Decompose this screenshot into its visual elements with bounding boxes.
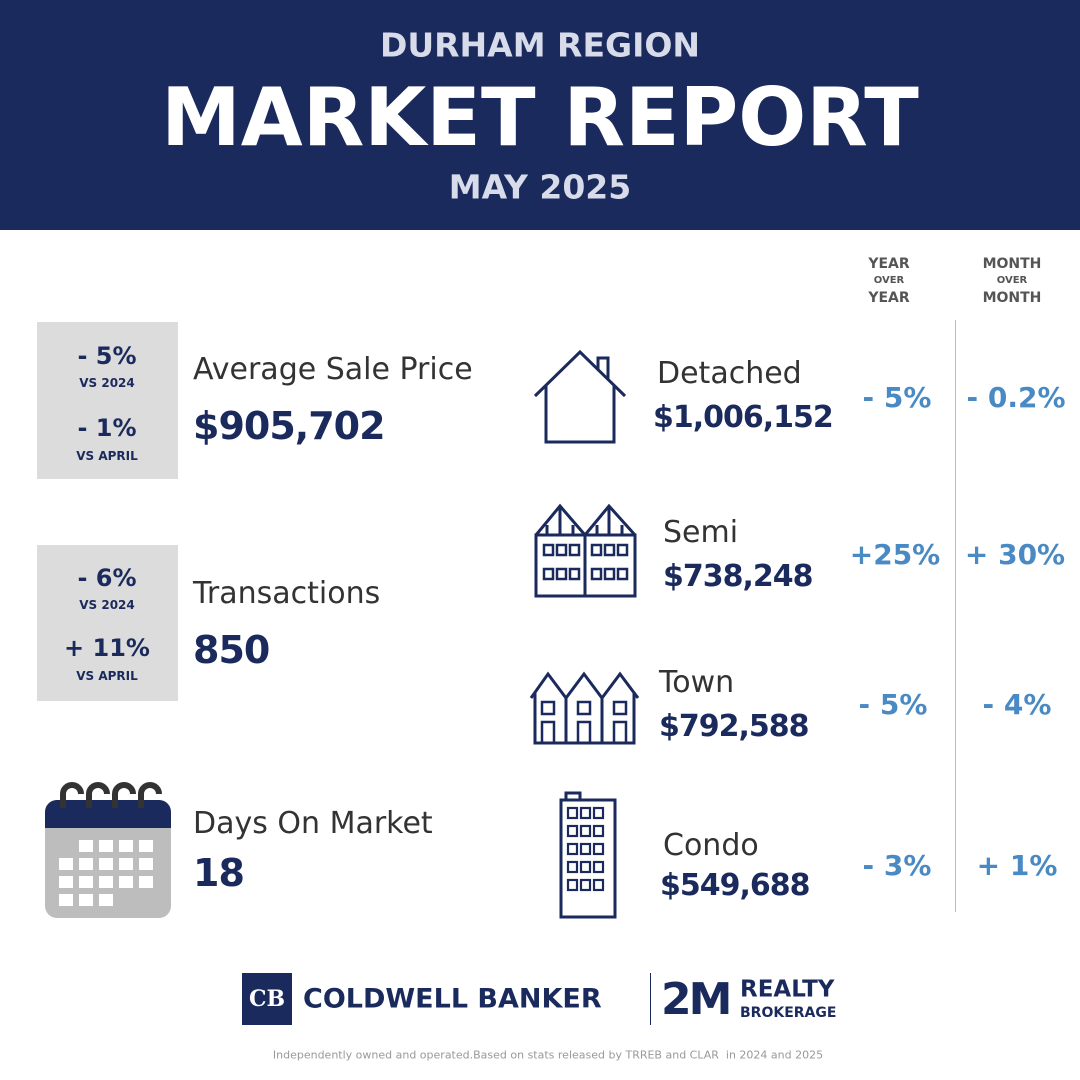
mom-change: + 30% <box>964 538 1066 571</box>
stat-label: Average Sale Price <box>193 352 473 387</box>
property-price: $738,248 <box>663 559 814 594</box>
col-header: YEAR <box>868 256 910 272</box>
yoy-change: - 3% <box>862 849 932 882</box>
change-ref: VS 2024 <box>79 376 135 390</box>
col-header: MONTH <box>982 290 1042 306</box>
logo-box <box>242 973 292 1025</box>
stat-value: $905,702 <box>193 404 386 448</box>
footer: Independently owned and operated.Based o… <box>272 1048 824 1062</box>
house-icon <box>533 349 627 444</box>
change-ref: VS 2024 <box>79 598 135 612</box>
town-icon <box>529 671 640 745</box>
calendar-icon <box>45 782 171 918</box>
change-ref: VS APRIL <box>76 669 138 683</box>
col-header: OVER <box>996 275 1028 286</box>
change-box <box>37 322 178 479</box>
change: - 1% <box>77 414 137 442</box>
stat-value: 18 <box>193 851 245 895</box>
partner: 2M <box>661 974 732 1025</box>
region: DURHAM REGION <box>379 25 701 65</box>
brand: COLDWELL BANKER <box>303 983 602 1015</box>
change: - 5% <box>77 342 137 370</box>
yoy-change: - 5% <box>858 688 928 721</box>
mom-change: + 1% <box>976 849 1058 882</box>
property-name: Detached <box>657 356 802 391</box>
property-price: $549,688 <box>660 868 811 903</box>
col-header: OVER <box>873 275 905 286</box>
change: + 11% <box>64 634 150 662</box>
stat-label: Transactions <box>193 576 381 611</box>
property-name: Condo <box>663 828 759 863</box>
yoy-change: +25% <box>849 538 941 571</box>
stat-value: 850 <box>193 628 270 672</box>
semi-icon <box>534 503 637 598</box>
property-price: $792,588 <box>659 709 810 744</box>
mom-change: - 4% <box>982 688 1052 721</box>
property-name: Town <box>659 665 735 700</box>
yoy-change: - 5% <box>862 381 932 414</box>
condo-icon <box>559 791 617 919</box>
logo-divider <box>650 973 651 1025</box>
title: MARKET REPORT <box>161 71 919 164</box>
change-box <box>37 545 178 701</box>
col-header: YEAR <box>868 290 910 306</box>
property-price: $1,006,152 <box>653 400 834 435</box>
divider <box>955 320 956 912</box>
partner-line: REALTY <box>740 976 835 1003</box>
mom-change: - 0.2% <box>966 381 1066 414</box>
header-band <box>0 0 1080 230</box>
change-ref: VS APRIL <box>76 449 138 463</box>
property-name: Semi <box>663 515 739 550</box>
period: MAY 2025 <box>448 167 632 207</box>
col-header: MONTH <box>982 256 1042 272</box>
logo-mark: CB <box>248 986 286 1012</box>
partner-line: BROKERAGE <box>740 1005 837 1021</box>
stat-label: Days On Market <box>193 806 433 841</box>
change: - 6% <box>77 564 137 592</box>
